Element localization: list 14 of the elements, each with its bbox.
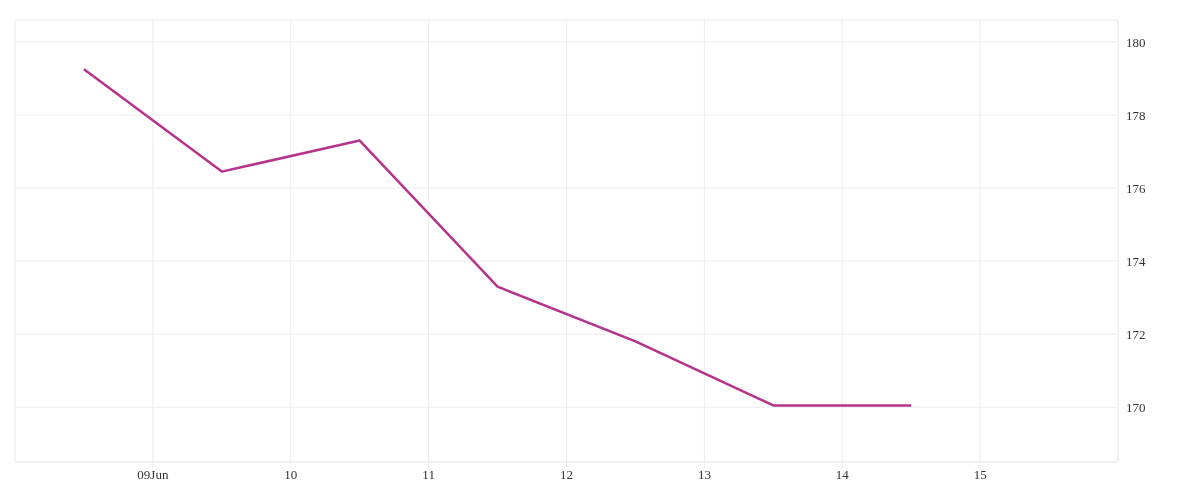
y-tick-label: 180 xyxy=(1126,34,1146,50)
x-tick-label: 15 xyxy=(973,467,987,483)
x-tick-label: 13 xyxy=(697,467,711,483)
x-tick-label: 09Jun xyxy=(137,467,169,483)
y-tick-label: 170 xyxy=(1126,399,1146,415)
x-tick-label: 10 xyxy=(284,467,298,483)
x-tick-label: 11 xyxy=(422,467,435,483)
y-tick-label: 172 xyxy=(1126,326,1146,342)
x-tick-label: 14 xyxy=(835,467,850,483)
x-tick-label: 12 xyxy=(560,467,573,483)
y-tick-label: 174 xyxy=(1126,253,1146,269)
y-tick-label: 176 xyxy=(1126,180,1146,196)
y-tick-label: 178 xyxy=(1126,107,1146,123)
line-series xyxy=(82,68,913,407)
